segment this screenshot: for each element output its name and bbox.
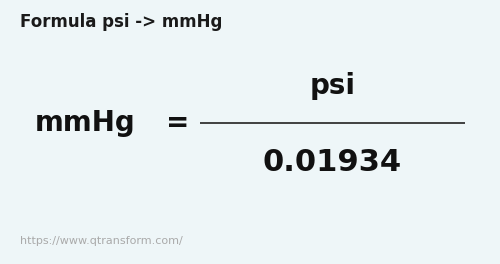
Text: psi: psi: [310, 72, 356, 100]
Text: 0.01934: 0.01934: [263, 148, 402, 177]
Text: https://www.qtransform.com/: https://www.qtransform.com/: [20, 235, 183, 246]
Text: Formula psi -> mmHg: Formula psi -> mmHg: [20, 13, 222, 31]
Text: =: =: [166, 109, 189, 137]
Text: mmHg: mmHg: [35, 109, 136, 137]
